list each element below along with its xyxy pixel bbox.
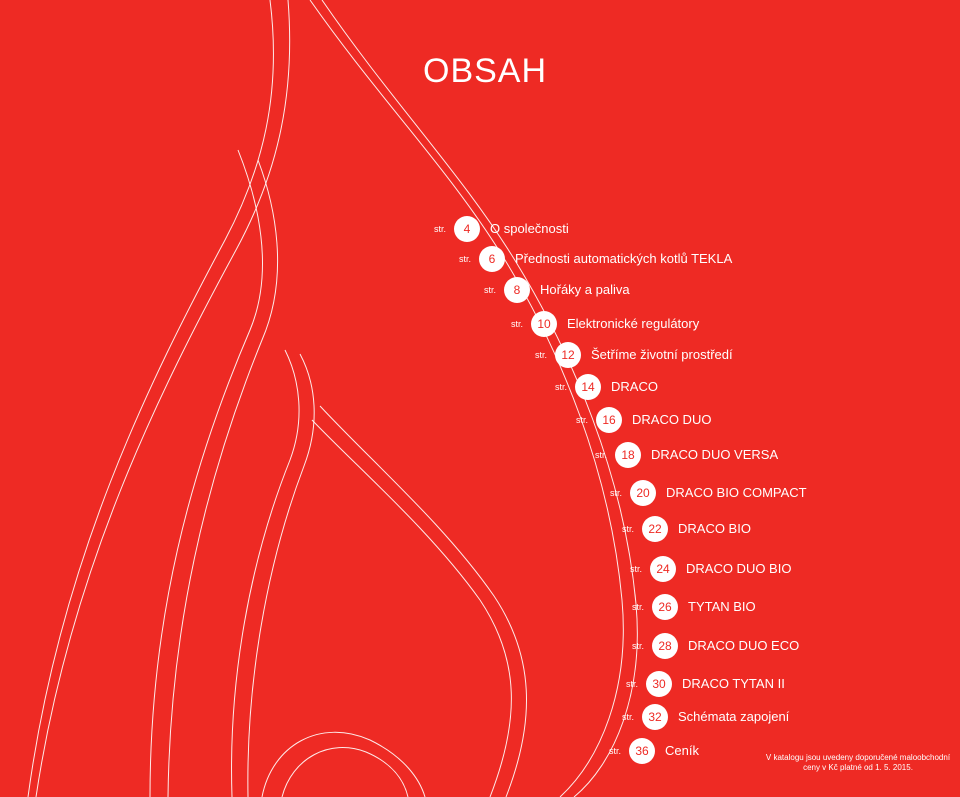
page-number-badge: 28 (652, 633, 678, 659)
flame-outer-outline (27, 0, 274, 797)
toc-item-label: DRACO DUO BIO (686, 561, 792, 576)
flame-middle-left-outline (149, 149, 263, 797)
page-number-badge: 14 (575, 374, 601, 400)
page-number-badge: 22 (642, 516, 668, 542)
page-number-badge: 26 (652, 594, 678, 620)
toc-item-label: DRACO DUO VERSA (651, 447, 779, 462)
page-number-badge: 16 (596, 407, 622, 433)
page-prefix: str. (610, 488, 623, 498)
toc-item-label: DRACO DUO (632, 412, 712, 427)
toc-item-label: Šetříme životní prostředí (591, 347, 733, 362)
toc-item-label: TYTAN BIO (688, 599, 756, 614)
page-number-badge: 8 (504, 277, 530, 303)
page-prefix: str. (535, 350, 548, 360)
page-prefix: str. (632, 641, 645, 651)
flame-core-outline-2 (281, 747, 409, 797)
page-number-badge: 18 (615, 442, 641, 468)
page-number-badge: 12 (555, 342, 581, 368)
page-number-badge: 32 (642, 704, 668, 730)
page-title: OBSAH (423, 52, 548, 90)
price-note-line: ceny v Kč platné od 1. 5. 2015. (803, 763, 913, 772)
flame-outer-outline-inner-edge (35, 0, 291, 797)
page-prefix: str. (434, 224, 447, 234)
page-prefix: str. (484, 285, 497, 295)
page-number-badge: 36 (629, 738, 655, 764)
page-prefix: str. (626, 679, 639, 689)
flame-inner-left-outline (231, 349, 300, 797)
page-prefix: str. (632, 602, 645, 612)
flame-inner-left-outline-2 (247, 353, 315, 797)
toc-item-label: Elektronické regulátory (567, 316, 700, 331)
toc-item-label: O společnosti (490, 221, 569, 236)
page-number-badge: 24 (650, 556, 676, 582)
flame-middle-left-outline-2 (167, 159, 279, 797)
toc-item-label: DRACO BIO COMPACT (666, 485, 807, 500)
page-prefix: str. (609, 746, 622, 756)
page-prefix: str. (511, 319, 524, 329)
page-number-badge: 6 (479, 246, 505, 272)
toc-item-label: DRACO BIO (678, 521, 751, 536)
page-prefix: str. (595, 450, 608, 460)
toc-item-label: Ceník (665, 743, 699, 758)
page-prefix: str. (622, 524, 635, 534)
toc-item-label: DRACO DUO ECO (688, 638, 800, 653)
page-prefix: str. (630, 564, 643, 574)
price-note-line: V katalogu jsou uvedeny doporučené maloo… (765, 753, 951, 762)
toc-item-label: DRACO (611, 379, 658, 394)
flame-inner-right-outline-2 (319, 405, 527, 797)
flame-inner-right-outline (311, 419, 512, 797)
page-prefix: str. (555, 382, 568, 392)
toc-item-label: Přednosti automatických kotlů TEKLA (515, 251, 733, 266)
page-number-badge: 10 (531, 311, 557, 337)
flame-middle-right-outline (309, 0, 624, 797)
toc-item-label: Schémata zapojení (678, 709, 790, 724)
page-number-badge: 30 (646, 671, 672, 697)
toc-item-label: Hořáky a paliva (540, 282, 630, 297)
price-note: V katalogu jsou uvedeny doporučené maloo… (764, 753, 952, 773)
page-prefix: str. (622, 712, 635, 722)
page-number-badge: 4 (454, 216, 480, 242)
page-prefix: str. (459, 254, 472, 264)
page-number-badge: 20 (630, 480, 656, 506)
flame-core-outline (261, 731, 426, 797)
toc-item-label: DRACO TYTAN II (682, 676, 785, 691)
page-prefix: str. (576, 415, 589, 425)
